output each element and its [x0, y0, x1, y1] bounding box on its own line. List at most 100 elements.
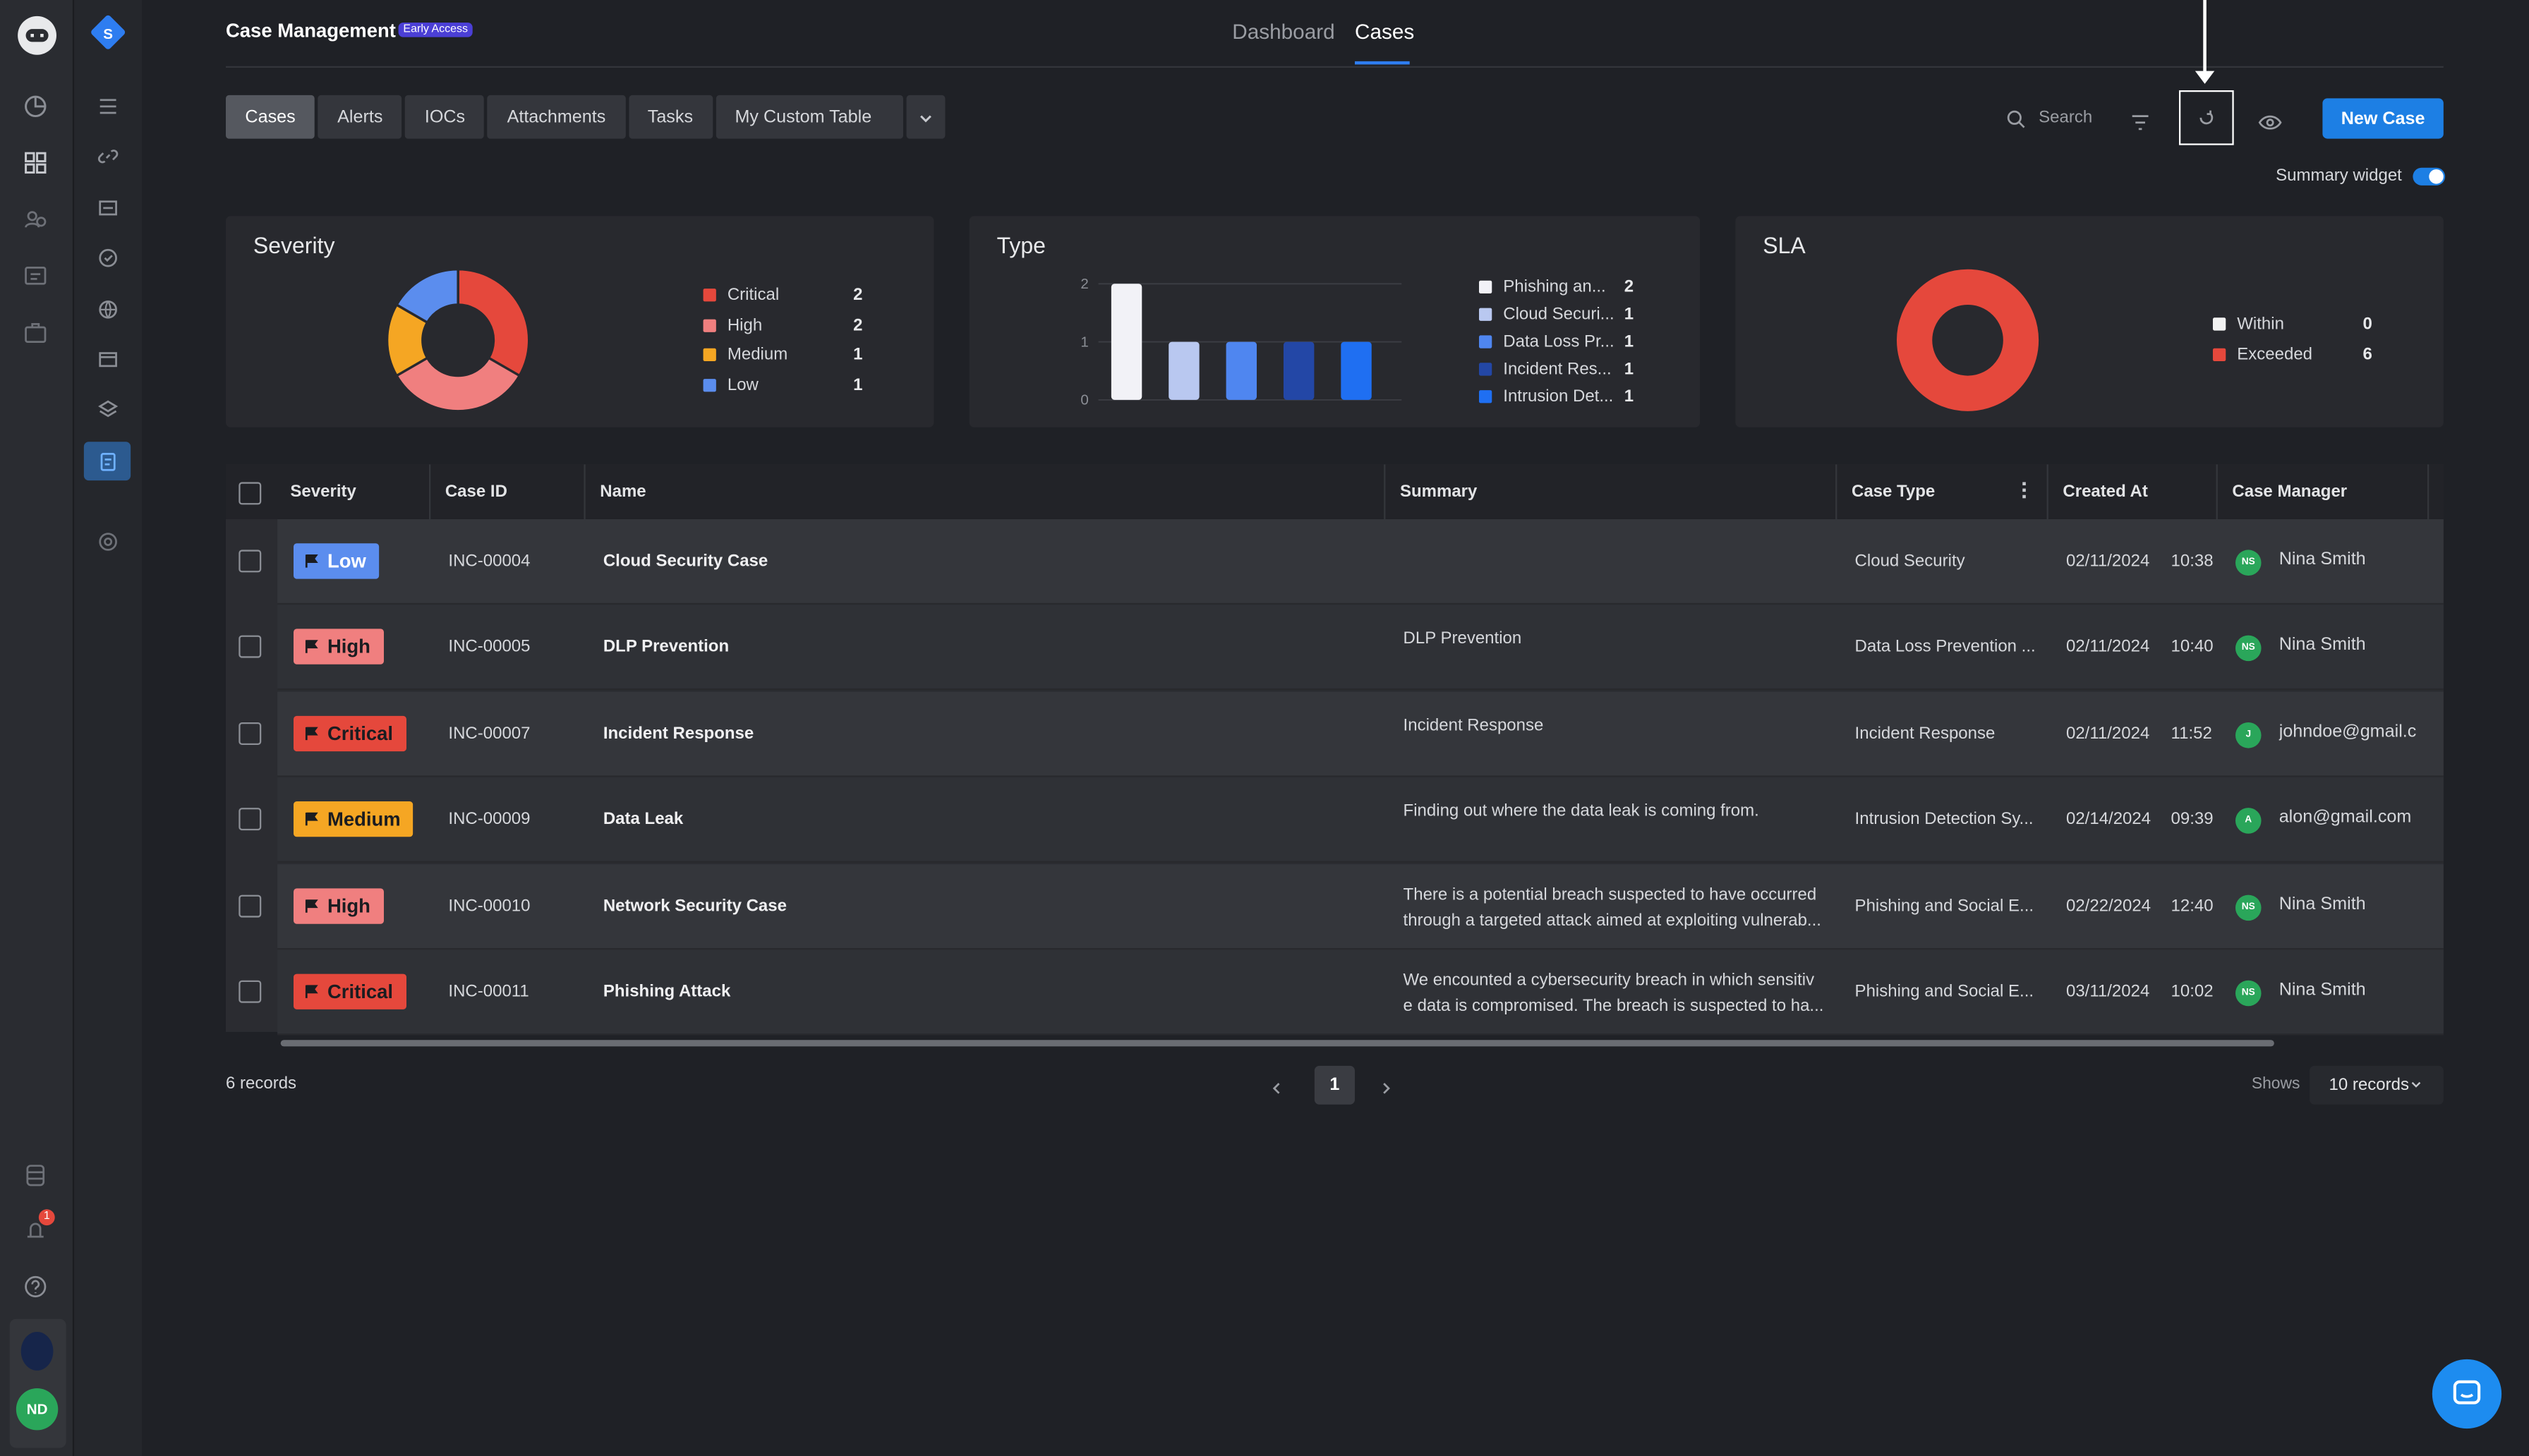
row-checkbox[interactable] [239, 808, 262, 831]
page-number-button[interactable]: 1 [1314, 1065, 1355, 1105]
new-case-button[interactable]: New Case [2322, 98, 2444, 139]
header-divider [225, 66, 2444, 68]
tab-iocs[interactable]: IOCs [405, 95, 485, 139]
clipboard-icon[interactable] [97, 450, 119, 473]
col-severity[interactable]: Severity [290, 482, 356, 502]
eye-icon[interactable] [2258, 109, 2282, 138]
tab-dashboard[interactable]: Dashboard [1232, 19, 1335, 44]
severity-widget: Severity Critical 2 High 2 Medium 1 Low 1 [225, 216, 934, 427]
sliders-icon[interactable] [97, 95, 119, 118]
tab-cases[interactable]: Cases [1354, 19, 1415, 44]
created-date: 03/11/2024 [2065, 981, 2150, 1002]
page-size-select[interactable]: 10 records [2310, 1065, 2444, 1105]
row-checkbox[interactable] [239, 636, 262, 659]
case-name[interactable]: Network Security Case [603, 895, 787, 916]
table-row[interactable]: Low INC-00004 Cloud Security Case Cloud Sec… [277, 518, 2444, 605]
globe-icon[interactable] [97, 298, 119, 321]
case-name[interactable]: Cloud Security Case [603, 551, 768, 571]
case-type: Phishing and Social E... [1854, 895, 2034, 916]
summary-widget-toggle[interactable] [2413, 167, 2446, 186]
tab-cases-table[interactable]: Cases [225, 95, 315, 139]
legend-swatch [2212, 348, 2226, 361]
prev-page-button[interactable] [1269, 1076, 1286, 1105]
chat-icon [2453, 1380, 2481, 1405]
case-name[interactable]: Phishing Attack [603, 981, 731, 1002]
case-summary: Finding out where the data leak is comin… [1404, 799, 1826, 825]
table-row[interactable]: Critical INC-00011 Phishing Attack We encou… [277, 950, 2444, 1036]
cases-nav-item[interactable] [83, 442, 131, 481]
sla-title: SLA [1763, 232, 1806, 258]
select-all-checkbox[interactable] [239, 482, 262, 505]
severity-legend-item: Medium 1 [703, 345, 862, 365]
tab-alerts[interactable]: Alerts [318, 95, 402, 139]
user-avatar[interactable]: ND [16, 1388, 59, 1431]
tab-my-custom-table[interactable]: My Custom Table [716, 95, 903, 139]
case-summary: We encounted a cybersecurity breach in w… [1404, 967, 1826, 1019]
table-row[interactable]: Medium INC-00009 Data Leak Finding out wher… [277, 777, 2444, 863]
layers-icon[interactable] [97, 399, 119, 421]
type-title: Type [996, 232, 1046, 258]
severity-legend-item: High 2 [703, 315, 862, 334]
table-row[interactable]: High INC-00010 Network Security Case There … [277, 863, 2444, 950]
case-id: INC-00005 [448, 637, 531, 657]
dashboard-grid-icon[interactable] [23, 150, 49, 176]
severity-pill: Critical [293, 973, 406, 1009]
sla-legend-item: Exceeded 6 [2212, 344, 2372, 363]
link-icon[interactable] [97, 145, 119, 168]
search-icon[interactable] [2006, 108, 2025, 137]
case-name[interactable]: Incident Response [603, 723, 754, 744]
col-case-id[interactable]: Case ID [445, 482, 507, 502]
type-widget: Type 0 1 2 Phishing an... 2 Cloud Securi... 1… [969, 216, 1701, 427]
horizontal-scrollbar[interactable] [280, 1040, 2274, 1047]
col-summary[interactable]: Summary [1399, 482, 1478, 502]
tabs-more-button[interactable] [905, 95, 945, 139]
search-input[interactable]: Search [2039, 108, 2093, 128]
legend-swatch [1478, 363, 1492, 377]
tab-tasks[interactable]: Tasks [628, 95, 713, 139]
target-icon[interactable] [97, 530, 119, 553]
badge-check-icon[interactable] [97, 247, 119, 269]
bot-avatar-icon[interactable] [20, 1331, 54, 1371]
col-case-type[interactable]: Case Type [1851, 482, 1936, 502]
id-card-icon[interactable] [23, 263, 49, 289]
app-logo-icon[interactable] [18, 16, 56, 55]
filter-icon[interactable] [2130, 109, 2149, 138]
database-icon[interactable] [23, 1163, 49, 1189]
case-name[interactable]: Data Leak [603, 809, 684, 830]
case-name[interactable]: DLP Prevention [603, 637, 730, 657]
early-access-badge: Early Access [398, 22, 473, 37]
col-created-at[interactable]: Created At [2063, 482, 2148, 502]
legend-count: 2 [1624, 277, 1634, 297]
briefcase-icon[interactable] [23, 320, 49, 346]
help-icon[interactable] [23, 1274, 49, 1300]
table-row[interactable]: High INC-00005 DLP Prevention DLP Preventio… [277, 605, 2444, 691]
case-manager: Nina Smith [2278, 550, 2366, 569]
analytics-icon[interactable] [23, 94, 49, 120]
legend-swatch [703, 378, 716, 392]
column-menu-icon[interactable] [2022, 482, 2027, 501]
row-checkbox[interactable] [239, 550, 262, 573]
chat-launcher-button[interactable] [2432, 1359, 2502, 1429]
legend-label: Within [2237, 314, 2284, 334]
inbox-icon[interactable] [97, 197, 119, 219]
window-icon[interactable] [97, 348, 119, 371]
row-checkbox[interactable] [239, 894, 262, 917]
tab-attachments[interactable]: Attachments [488, 95, 625, 139]
case-id: INC-00009 [448, 809, 531, 830]
users-icon[interactable] [23, 207, 49, 233]
case-summary: There is a potential breach suspected to… [1404, 881, 1826, 933]
col-case-manager[interactable]: Case Manager [2232, 482, 2348, 502]
case-type: Data Loss Prevention ... [1854, 637, 2036, 657]
row-checkbox[interactable] [239, 980, 262, 1003]
table-row[interactable]: Critical INC-00007 Incident Response Incide… [277, 691, 2444, 777]
type-legend-item: Phishing an... 2 [1478, 277, 1634, 297]
created-date: 02/14/2024 [2065, 809, 2151, 830]
case-summary: DLP Prevention [1404, 626, 1826, 653]
next-page-button[interactable] [1377, 1076, 1394, 1105]
notifications-icon[interactable] [23, 1218, 49, 1244]
refresh-button[interactable] [2178, 90, 2234, 145]
col-name[interactable]: Name [600, 482, 646, 502]
flag-icon [305, 985, 318, 998]
legend-count: 1 [1624, 332, 1634, 352]
row-checkbox[interactable] [239, 722, 262, 745]
